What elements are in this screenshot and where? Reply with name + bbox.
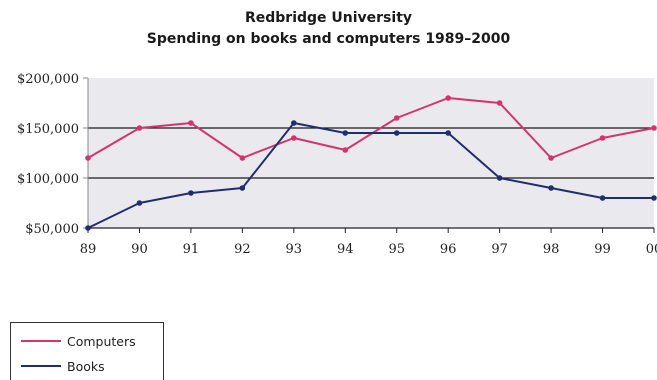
x-axis-labels: 89 90 91 92 93 94 95 96 97 98 99 00 bbox=[80, 242, 657, 257]
x-tick-label: 99 bbox=[594, 242, 611, 257]
data-point-books bbox=[651, 195, 657, 201]
data-point-books bbox=[548, 185, 554, 191]
data-point-computers bbox=[342, 147, 349, 153]
data-point-books bbox=[599, 195, 606, 201]
legend-item-computers: Computers bbox=[21, 331, 136, 351]
x-tick-label: 94 bbox=[337, 242, 354, 257]
x-tick-label: 91 bbox=[183, 242, 200, 257]
chart-title: Redbridge University bbox=[244, 10, 413, 26]
gridlines bbox=[88, 127, 654, 179]
series-line-books bbox=[87, 122, 654, 229]
data-point-computers bbox=[291, 135, 297, 141]
legend-swatch-computers bbox=[21, 340, 61, 342]
data-point-books bbox=[496, 175, 503, 181]
data-point-books bbox=[342, 130, 349, 136]
chart-subtitle: Spending on books and computers 1989–200… bbox=[146, 31, 511, 47]
y-tick-label: $100,000 bbox=[17, 172, 79, 187]
data-point-computers bbox=[188, 120, 194, 126]
x-tick-label: 00 bbox=[646, 242, 657, 257]
y-tick-label: $150,000 bbox=[17, 122, 79, 137]
data-point-computers bbox=[548, 155, 554, 161]
data-point-books bbox=[188, 190, 194, 196]
data-point-computers bbox=[239, 155, 246, 161]
data-point-computers bbox=[85, 155, 91, 161]
data-point-computers bbox=[393, 115, 400, 121]
legend-swatch-books bbox=[21, 365, 61, 367]
legend: Computers Books bbox=[10, 322, 164, 380]
x-tick-label: 98 bbox=[543, 242, 560, 257]
series-lines bbox=[85, 95, 657, 231]
x-tick-label: 92 bbox=[234, 242, 251, 257]
x-tick-label: 97 bbox=[491, 242, 508, 257]
legend-label-books: Books bbox=[67, 358, 105, 374]
x-tick-label: 96 bbox=[440, 242, 457, 257]
legend-item-books: Books bbox=[21, 356, 105, 376]
x-tick-label: 90 bbox=[131, 242, 148, 257]
x-tick-label: 89 bbox=[80, 242, 97, 257]
y-tick-label: $50,000 bbox=[25, 222, 79, 237]
plot-area bbox=[88, 78, 654, 228]
legend-label-computers: Computers bbox=[67, 333, 136, 349]
data-point-computers bbox=[599, 135, 606, 141]
data-point-books bbox=[239, 185, 246, 191]
data-point-computers bbox=[136, 125, 143, 131]
y-axis-labels: $200,000 $150,000 $100,000 $50,000 bbox=[17, 72, 79, 237]
data-point-books bbox=[393, 130, 400, 136]
x-tick-label: 95 bbox=[388, 242, 405, 257]
data-point-computers bbox=[496, 100, 503, 106]
data-point-books bbox=[85, 225, 91, 231]
data-point-books bbox=[291, 120, 297, 126]
data-point-books bbox=[445, 130, 451, 136]
data-point-books bbox=[136, 200, 143, 206]
y-tick-label: $200,000 bbox=[17, 72, 79, 87]
data-point-computers bbox=[445, 95, 451, 101]
x-tick-label: 93 bbox=[286, 242, 303, 257]
data-point-computers bbox=[651, 125, 657, 131]
